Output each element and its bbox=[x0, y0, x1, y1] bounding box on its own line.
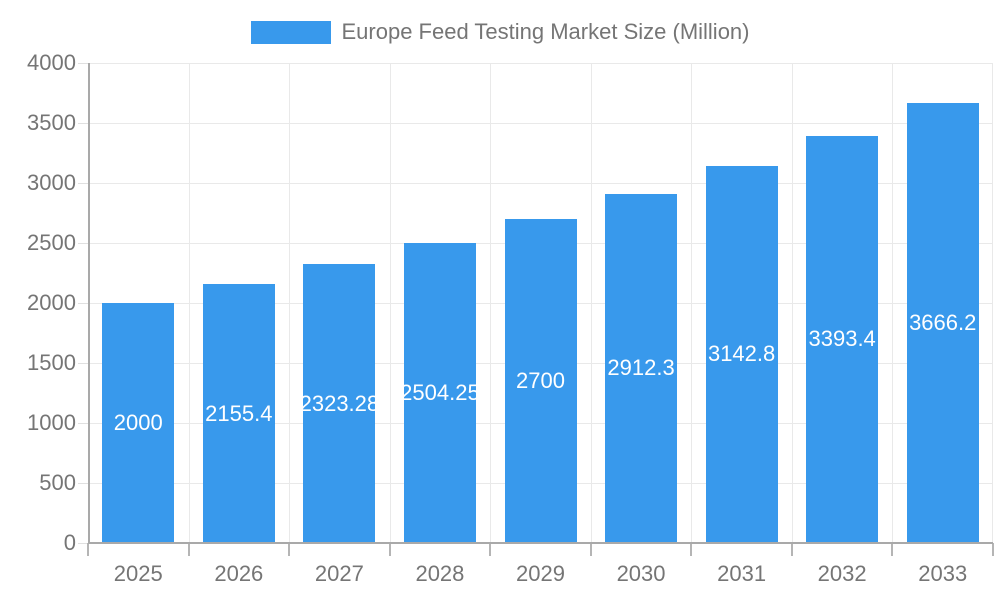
x-axis-label: 2027 bbox=[314, 561, 364, 586]
x-axis-line bbox=[88, 542, 993, 544]
x-axis-label: 2033 bbox=[918, 561, 968, 586]
gridline-h bbox=[88, 182, 993, 184]
bar-2026: 2155.4 bbox=[202, 284, 275, 543]
bar-2028: 2504.25 bbox=[403, 242, 476, 543]
bar-2029: 2700 bbox=[504, 219, 577, 543]
x-tick bbox=[589, 543, 592, 556]
x-axis-label: 2025 bbox=[113, 561, 163, 586]
bar-2030: 2912.3 bbox=[605, 193, 678, 543]
bar-value-label: 3142.8 bbox=[707, 341, 776, 367]
bar-value-label: 2700 bbox=[516, 368, 565, 393]
gridline-v bbox=[992, 63, 993, 543]
bar-2031: 3142.8 bbox=[705, 165, 778, 543]
x-axis-label: 2032 bbox=[817, 561, 867, 586]
x-tick bbox=[87, 543, 89, 556]
bar-value-label: 2323.28 bbox=[303, 390, 376, 416]
bar-value-label: 2912.3 bbox=[607, 355, 675, 381]
y-tick bbox=[78, 482, 88, 484]
gridline-v bbox=[389, 63, 391, 543]
x-tick bbox=[790, 543, 793, 556]
gridline-v bbox=[590, 63, 592, 543]
y-axis-label: 3000 bbox=[27, 170, 76, 195]
gridline-h bbox=[88, 62, 993, 64]
x-axis-label: 2026 bbox=[214, 561, 264, 586]
bar-2033: 3666.2 bbox=[906, 103, 979, 543]
bar-value-label: 2155.4 bbox=[205, 400, 273, 426]
x-tick bbox=[992, 543, 994, 556]
x-axis-label: 2031 bbox=[717, 561, 767, 586]
y-tick bbox=[78, 302, 88, 304]
gridline-h bbox=[88, 122, 993, 124]
bar-2032: 3393.4 bbox=[806, 135, 879, 543]
x-axis-label: 2028 bbox=[415, 561, 465, 586]
y-axis-label: 1000 bbox=[27, 410, 76, 435]
y-axis-line bbox=[88, 63, 90, 543]
legend-item[interactable]: Europe Feed Testing Market Size (Million… bbox=[250, 19, 750, 45]
y-axis-label: 4000 bbox=[27, 50, 76, 75]
x-axis-label: 2029 bbox=[516, 561, 565, 586]
y-axis-label: 0 bbox=[63, 530, 76, 555]
y-axis-label: 2000 bbox=[27, 290, 76, 315]
gridline-v bbox=[691, 63, 693, 543]
y-axis-label: 3500 bbox=[27, 110, 76, 135]
y-axis-label: 1500 bbox=[27, 350, 76, 375]
y-tick bbox=[78, 422, 88, 424]
x-tick bbox=[489, 543, 492, 556]
legend: Europe Feed Testing Market Size (Million… bbox=[0, 14, 1000, 50]
gridline-v bbox=[289, 63, 291, 543]
y-axis-label: 2500 bbox=[27, 230, 76, 255]
legend-swatch-icon bbox=[250, 20, 331, 44]
y-tick bbox=[78, 362, 88, 364]
gridline-v bbox=[490, 63, 492, 543]
y-tick bbox=[78, 242, 88, 244]
bar-2025: 2000 bbox=[102, 303, 175, 543]
y-tick bbox=[78, 122, 88, 124]
x-axis-label: 2030 bbox=[616, 561, 666, 586]
bar-value-label: 3393.4 bbox=[808, 326, 876, 352]
x-tick bbox=[690, 543, 693, 556]
x-tick bbox=[187, 543, 190, 556]
x-tick bbox=[288, 543, 291, 556]
bar-2027: 2323.28 bbox=[303, 264, 376, 543]
y-tick bbox=[78, 542, 88, 544]
y-tick bbox=[78, 182, 88, 184]
y-tick bbox=[78, 62, 88, 64]
y-axis-label: 500 bbox=[39, 470, 76, 495]
plot-area: 0 500 1000 1500 2000 2500 3000 3500 4000 2000 2025… bbox=[27, 50, 994, 586]
gridline-v bbox=[892, 63, 894, 543]
bar-value-label: 2504.25 bbox=[403, 379, 476, 405]
x-tick bbox=[388, 543, 391, 556]
gridline-v bbox=[188, 63, 190, 543]
x-tick bbox=[891, 543, 894, 556]
bar-value-label: 3666.2 bbox=[909, 310, 977, 336]
bar-value-label: 2000 bbox=[113, 410, 163, 435]
legend-label: Europe Feed Testing Market Size (Million… bbox=[341, 19, 750, 44]
gridline-v bbox=[791, 63, 793, 543]
